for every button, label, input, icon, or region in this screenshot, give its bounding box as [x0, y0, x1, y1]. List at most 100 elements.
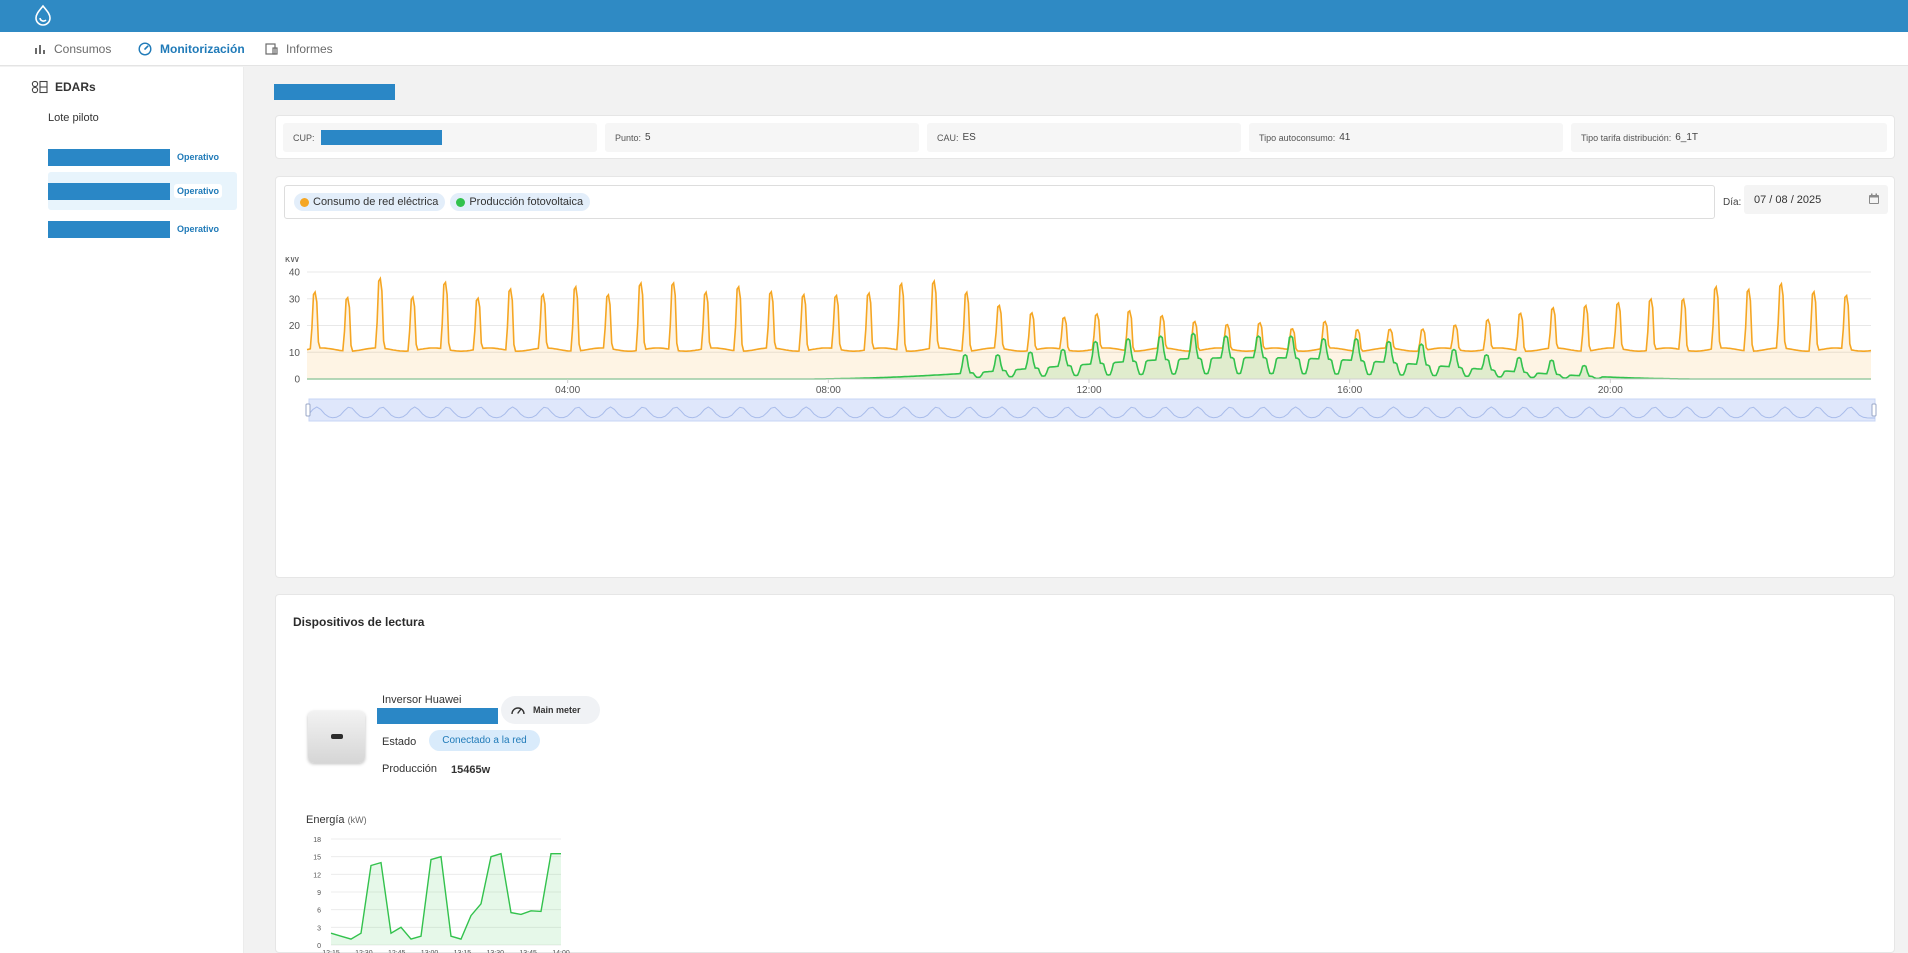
mini-x-tick-label: 13:15	[454, 950, 472, 953]
info-cau-label: CAU:	[937, 132, 959, 143]
sidebar-plant-item[interactable]: Operativo	[48, 138, 237, 176]
mini-y-tick-label: 12	[313, 872, 321, 879]
info-punto: Punto: 5	[605, 123, 919, 152]
nav-consumos-label: Consumos	[54, 42, 112, 56]
chip-consumo-red[interactable]: Consumo de red eléctrica	[294, 193, 446, 211]
chip-produccion-fv[interactable]: Producción fotovoltaica	[450, 193, 591, 211]
sidebar-section-label: EDARs	[55, 80, 96, 94]
mini-x-tick-label: 13:45	[519, 950, 537, 953]
energy-mini-chart[interactable]: 0 3 6 9 12 15 18 12:15 12:30 12:45 13:00 13:15 13:30…	[276, 827, 576, 953]
plant-status: Operativo	[174, 222, 223, 236]
mini-y-tick-label: 3	[317, 925, 321, 932]
nav-monitorizacion-label: Monitorización	[160, 42, 245, 56]
info-punto-label: Punto:	[615, 132, 642, 143]
main-nav: Consumos Monitorización Informes	[0, 32, 1908, 66]
x-tick-label: 08:00	[816, 385, 841, 396]
supply-info-row: CUP: Punto: 5 CAU: ES Tipo autoconsumo: …	[275, 115, 1895, 159]
y-tick-label: 30	[289, 294, 301, 305]
info-cup: CUP:	[283, 123, 597, 152]
top-bar	[0, 0, 1908, 32]
estado-label: Estado	[382, 736, 417, 748]
info-tarifa-value: 6_1T	[1675, 132, 1699, 143]
produccion-label: Producción	[382, 763, 438, 775]
x-tick-label: 20:00	[1598, 385, 1623, 396]
info-cau-value: ES	[962, 132, 976, 143]
sidebar-plant-item[interactable]: Operativo	[48, 210, 237, 248]
mini-x-tick-label: 12:45	[388, 950, 406, 953]
redacted-page-title	[274, 84, 395, 100]
mini-y-tick-label: 6	[317, 908, 321, 915]
calendar-icon[interactable]	[1868, 193, 1880, 205]
y-axis-unit: kW	[285, 257, 300, 265]
estado-badge: Conectado a la red	[429, 730, 540, 751]
consumo-area	[307, 278, 1871, 379]
mini-x-tick-label: 14:00	[552, 950, 570, 953]
nav-informes[interactable]: Informes	[265, 32, 333, 66]
pv-area	[307, 333, 1871, 379]
info-autoconsumo: Tipo autoconsumo: 41	[1249, 123, 1563, 152]
x-tick-label: 12:00	[1076, 385, 1101, 396]
chip-consumo-label: Consumo de red eléctrica	[313, 196, 439, 208]
info-tarifa-label: Tipo tarifa distribución:	[1581, 132, 1672, 143]
nav-monitorizacion[interactable]: Monitorización	[138, 32, 245, 66]
mini-y-tick-label: 18	[313, 837, 321, 844]
mini-x-tick-label: 12:15	[322, 950, 340, 953]
mini-y-tick-label: 15	[313, 855, 321, 862]
nav-informes-label: Informes	[286, 42, 333, 56]
redacted-device-id	[377, 708, 498, 724]
sidebar-group-label: Lote piloto	[48, 112, 99, 124]
redacted-plant-name	[48, 182, 170, 200]
nav-consumos[interactable]: Consumos	[34, 32, 111, 66]
date-label: Día:	[1723, 197, 1742, 208]
date-picker[interactable]: 07 / 08 / 2025	[1744, 185, 1888, 214]
redacted-cup-value	[320, 130, 442, 145]
energia-title: Energía (kW)	[306, 814, 367, 826]
app-logo-icon[interactable]	[30, 3, 56, 29]
zoom-slider-preview	[308, 406, 1875, 419]
energia-unit: (kW)	[347, 815, 367, 825]
produccion-value: 15465w	[451, 764, 491, 776]
redacted-plant-name	[48, 148, 170, 166]
device-name: Inversor Huawei	[382, 694, 462, 706]
info-cup-label: CUP:	[293, 132, 315, 143]
main-meter-badge[interactable]: Main meter	[501, 696, 600, 724]
series-filter-box: Consumo de red eléctrica Producción foto…	[284, 185, 1715, 219]
plant-status: Operativo	[174, 184, 223, 198]
mini-y-tick-label: 0	[317, 943, 321, 950]
y-tick-label: 0	[294, 375, 300, 386]
meter-gauge-icon	[511, 707, 525, 715]
gauge-icon	[138, 42, 152, 56]
zoom-handle-right[interactable]	[1871, 403, 1877, 417]
devices-card: Dispositivos de lectura Inversor Huawei …	[275, 594, 1895, 953]
power-chart[interactable]: kW 0 10 20 30 40 04:00 08:00 12:00 16:00 20:00	[276, 257, 1894, 577]
info-cau: CAU: ES	[927, 123, 1241, 152]
mini-energy-line	[330, 852, 561, 940]
plant-status: Operativo	[174, 150, 223, 164]
mini-x-tick-label: 13:30	[487, 950, 505, 953]
devices-title: Dispositivos de lectura	[293, 615, 425, 629]
mini-x-tick-label: 13:00	[421, 950, 439, 953]
y-tick-label: 10	[289, 348, 301, 359]
sidebar-plant-item-selected[interactable]: Operativo	[48, 172, 237, 210]
report-icon	[265, 43, 278, 55]
y-tick-label: 20	[289, 321, 301, 332]
bar-chart-icon	[35, 45, 45, 54]
orange-dot-icon	[300, 197, 309, 207]
mini-y-tick-label: 9	[317, 890, 321, 897]
date-value: 07 / 08 / 2025	[1754, 193, 1822, 206]
consumo-series-line	[306, 276, 1872, 353]
zoom-handle-left[interactable]	[305, 403, 311, 417]
info-punto-value: 5	[645, 132, 651, 143]
info-tarifa: Tipo tarifa distribución: 6_1T	[1571, 123, 1887, 152]
energia-title-text: Energía	[306, 814, 345, 826]
power-chart-card: Consumo de red eléctrica Producción foto…	[275, 176, 1895, 578]
x-tick-label: 04:00	[555, 385, 580, 396]
sidebar: EDARs Lote piloto Operativo Operativo Op…	[0, 67, 244, 953]
plant-icon	[31, 80, 48, 94]
mini-x-tick-label: 12:30	[355, 950, 373, 953]
info-autoconsumo-label: Tipo autoconsumo:	[1259, 132, 1336, 143]
chip-produccion-label: Producción fotovoltaica	[469, 196, 584, 208]
inverter-image	[308, 711, 365, 763]
sidebar-section-edars[interactable]: EDARs	[31, 80, 96, 94]
x-tick-label: 16:00	[1337, 385, 1362, 396]
